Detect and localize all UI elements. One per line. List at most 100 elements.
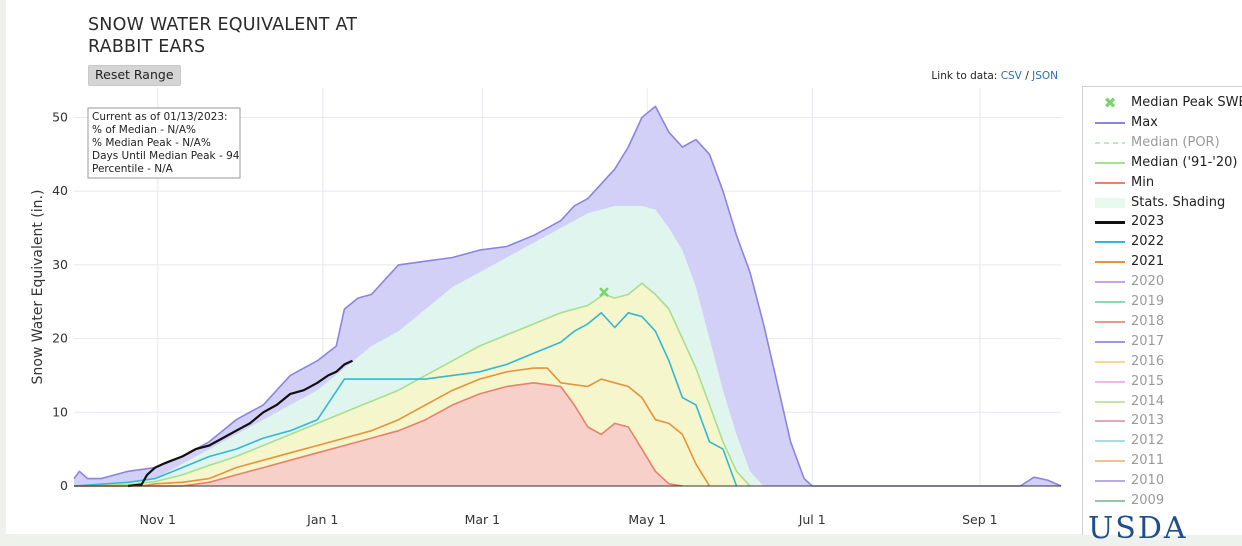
info-line-pct-median-peak: % Median Peak - N/A% — [92, 137, 211, 149]
legend-swatch-icon — [1095, 440, 1125, 443]
legend-item-2023[interactable]: 2023 — [1083, 212, 1242, 232]
y-tick-label: 40 — [52, 183, 68, 198]
legend-item-stats-shading[interactable]: Stats. Shading — [1083, 193, 1242, 213]
legend-label: 2016 — [1131, 353, 1165, 369]
info-line-percentile: Percentile - N/A — [92, 163, 174, 175]
x-tick-label: Jan 1 — [306, 512, 338, 527]
legend-item-median-91-20[interactable]: Median ('91-'20) — [1083, 153, 1242, 173]
series-line-max[interactable] — [73, 105, 1062, 487]
csv-link[interactable]: CSV — [1000, 70, 1022, 82]
legend-swatch-icon — [1095, 301, 1125, 303]
info-line-current: Current as of 01/13/2023: — [92, 111, 228, 123]
legend-item-2022[interactable]: 2022 — [1083, 232, 1242, 252]
legend-swatch-icon — [1095, 261, 1125, 264]
y-tick-label: 20 — [52, 331, 68, 346]
legend-item-2011[interactable]: 2011 — [1083, 451, 1242, 471]
current-status-box: Current as of 01/13/2023: % of Median - … — [87, 107, 241, 179]
series-line-min[interactable] — [74, 382, 683, 487]
legend-item-max[interactable]: Max — [1083, 113, 1242, 133]
y-tick-label: 0 — [60, 478, 68, 493]
legend-label: Stats. Shading — [1131, 194, 1226, 210]
legend-swatch-icon: ✖ — [1103, 94, 1117, 112]
legend-item-2014[interactable]: 2014 — [1083, 392, 1242, 412]
legend-label: Median Peak SWE — [1131, 95, 1242, 110]
legend-label: Max — [1131, 114, 1158, 130]
x-tick-label: May 1 — [628, 512, 666, 527]
legend-item-2017[interactable]: 2017 — [1083, 332, 1242, 352]
legend-swatch-icon — [1095, 500, 1125, 502]
legend-label: 2015 — [1131, 373, 1165, 389]
legend-label: Min — [1131, 174, 1155, 190]
legend-label: 2018 — [1131, 313, 1165, 329]
legend-label: 2013 — [1131, 413, 1165, 429]
legend-item-2016[interactable]: 2016 — [1083, 352, 1242, 372]
legend-label: 2011 — [1131, 453, 1165, 469]
json-link[interactable]: JSON — [1032, 70, 1058, 82]
legend-item-median-peak-swe[interactable]: ✖ Median Peak SWE — [1083, 93, 1242, 113]
legend-swatch-icon — [1095, 340, 1125, 343]
swe-chart[interactable]: 0 10 20 30 40 50 Nov 1 Jan 1 Mar 1 May 1 Jul 1 Sep … — [6, 0, 1076, 534]
legend-item-2020[interactable]: 2020 — [1083, 272, 1242, 292]
chart-page: SNOW WATER EQUIVALENT AT RABBIT EARS Res… — [6, 0, 1242, 544]
legend-swatch-icon — [1095, 460, 1125, 463]
legend-label: Median ('91-'20) — [1131, 154, 1238, 170]
info-line-days-until-peak: Days Until Median Peak - 94 — [92, 150, 240, 162]
legend-swatch-icon — [1095, 281, 1125, 284]
legend-swatch-icon — [1095, 380, 1125, 383]
x-tick-label: Sep 1 — [962, 512, 998, 527]
y-tick-label: 50 — [52, 109, 68, 124]
legend-item-2009[interactable]: 2009 — [1083, 491, 1242, 511]
legend-swatch-icon — [1095, 420, 1125, 423]
chart-title: SNOW WATER EQUIVALENT AT RABBIT EARS — [88, 14, 357, 58]
legend-label: 2022 — [1131, 234, 1165, 250]
reset-range-button[interactable]: Reset Range — [88, 65, 181, 86]
series-line-2022[interactable] — [73, 312, 738, 487]
band-min — [74, 382, 683, 486]
legend-label: Median (POR) — [1131, 134, 1220, 150]
y-tick-label: 10 — [52, 404, 68, 419]
chart-title-line-2: RABBIT EARS — [88, 37, 206, 57]
legend-item-2019[interactable]: 2019 — [1083, 292, 1242, 312]
legend-swatch-icon — [1095, 360, 1125, 363]
legend-swatch-icon — [1095, 121, 1125, 124]
y-tick-label: 30 — [52, 257, 68, 272]
legend-swatch-icon — [1095, 241, 1125, 244]
legend-swatch-icon — [1095, 480, 1125, 483]
legend-label: 2020 — [1131, 274, 1165, 290]
x-tick-label: Nov 1 — [140, 512, 176, 527]
legend-label: 2017 — [1131, 333, 1165, 349]
x-tick-label: Jul 1 — [798, 512, 826, 527]
legend-item-2021[interactable]: 2021 — [1083, 252, 1242, 272]
legend-swatch-icon — [1095, 320, 1125, 323]
median-peak-marker[interactable] — [599, 287, 609, 298]
data-links-label: Link to data: — [931, 70, 998, 82]
info-line-pct-median: % of Median - N/A% — [92, 124, 196, 136]
legend-item-2010[interactable]: 2010 — [1083, 471, 1242, 491]
legend-item-min[interactable]: Min — [1083, 173, 1242, 193]
legend-item-2013[interactable]: 2013 — [1083, 411, 1242, 431]
usda-logo: USDA — [1088, 511, 1188, 546]
legend-swatch-icon — [1095, 161, 1125, 164]
legend-swatch-icon — [1095, 141, 1125, 144]
chart-title-line-1: SNOW WATER EQUIVALENT AT — [88, 15, 358, 35]
legend-label: 2012 — [1131, 433, 1165, 449]
x-tick-label: Mar 1 — [465, 512, 501, 527]
legend-label: 2023 — [1131, 214, 1165, 230]
legend-item-2018[interactable]: 2018 — [1083, 312, 1242, 332]
data-links: Link to data: CSV / JSON — [931, 70, 1058, 82]
legend-swatch-icon — [1095, 181, 1125, 184]
chart-legend: ✖ Median Peak SWE Max Median (POR) Median ('… — [1082, 86, 1242, 535]
legend-item-median-por[interactable]: Median (POR) — [1083, 133, 1242, 153]
series-line-2021[interactable] — [74, 367, 711, 487]
legend-item-2015[interactable]: 2015 — [1083, 372, 1242, 392]
link-separator: / — [1025, 70, 1029, 82]
legend-label: 2010 — [1131, 473, 1165, 489]
legend-swatch-icon — [1095, 221, 1125, 225]
legend-swatch-icon — [1095, 197, 1125, 208]
series-line-median-91-20-[interactable] — [73, 282, 751, 487]
legend-label: 2021 — [1131, 254, 1165, 270]
legend-swatch-icon — [1095, 400, 1125, 403]
legend-item-2012[interactable]: 2012 — [1083, 431, 1242, 451]
y-axis-label: Snow Water Equivalent (in.) — [30, 190, 46, 385]
series-line-2023[interactable] — [127, 359, 353, 488]
